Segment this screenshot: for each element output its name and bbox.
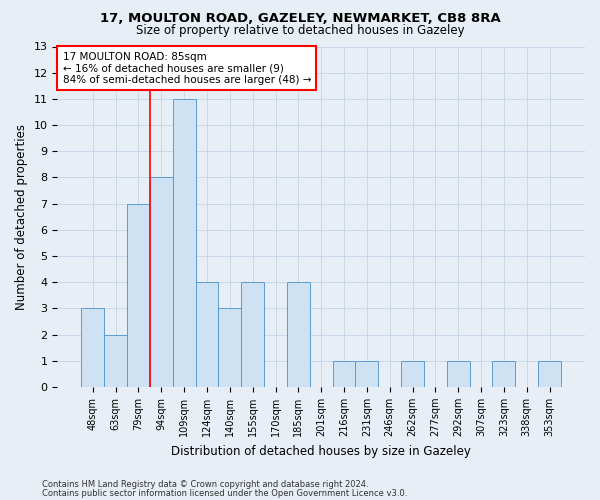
Bar bbox=[241, 282, 264, 387]
Text: Contains public sector information licensed under the Open Government Licence v3: Contains public sector information licen… bbox=[42, 488, 407, 498]
X-axis label: Distribution of detached houses by size in Gazeley: Distribution of detached houses by size … bbox=[171, 444, 471, 458]
Bar bbox=[493, 361, 515, 387]
Bar bbox=[447, 361, 470, 387]
Text: 17 MOULTON ROAD: 85sqm
← 16% of detached houses are smaller (9)
84% of semi-deta: 17 MOULTON ROAD: 85sqm ← 16% of detached… bbox=[62, 52, 311, 85]
Bar bbox=[538, 361, 561, 387]
Bar bbox=[104, 334, 127, 387]
Bar bbox=[82, 308, 104, 387]
Bar bbox=[287, 282, 310, 387]
Bar bbox=[332, 361, 355, 387]
Bar bbox=[173, 99, 196, 387]
Y-axis label: Number of detached properties: Number of detached properties bbox=[15, 124, 28, 310]
Bar bbox=[401, 361, 424, 387]
Bar bbox=[150, 178, 173, 387]
Bar bbox=[196, 282, 218, 387]
Bar bbox=[218, 308, 241, 387]
Text: Size of property relative to detached houses in Gazeley: Size of property relative to detached ho… bbox=[136, 24, 464, 37]
Text: 17, MOULTON ROAD, GAZELEY, NEWMARKET, CB8 8RA: 17, MOULTON ROAD, GAZELEY, NEWMARKET, CB… bbox=[100, 12, 500, 26]
Text: Contains HM Land Registry data © Crown copyright and database right 2024.: Contains HM Land Registry data © Crown c… bbox=[42, 480, 368, 489]
Bar bbox=[127, 204, 150, 387]
Bar bbox=[355, 361, 379, 387]
